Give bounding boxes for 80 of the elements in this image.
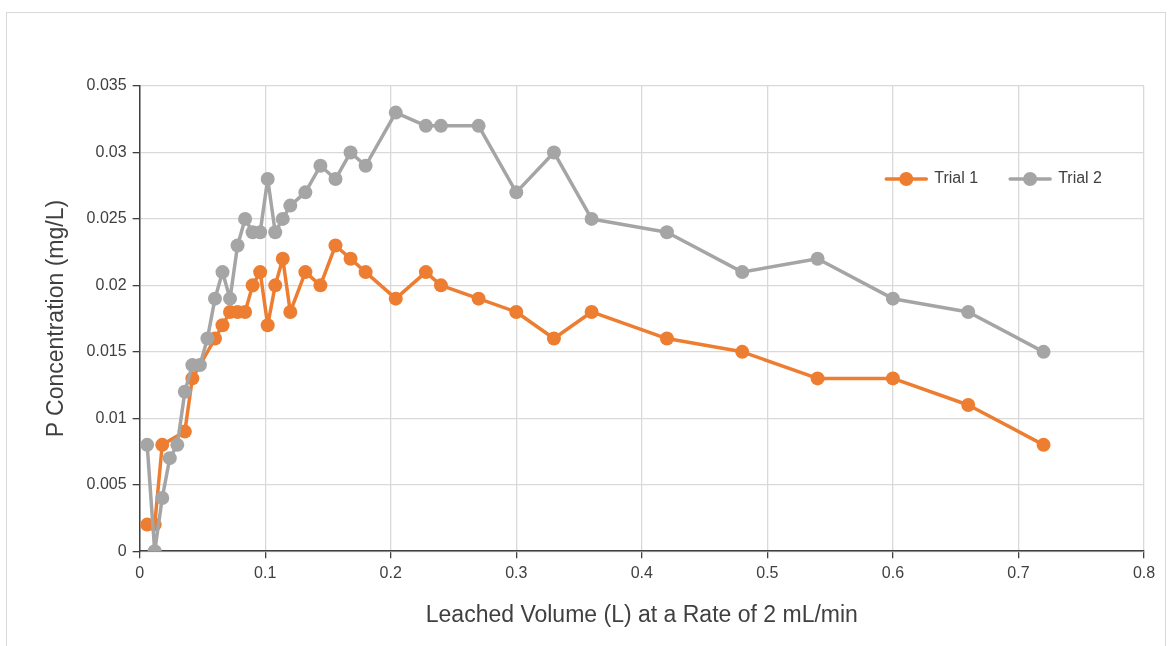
point xyxy=(388,291,403,306)
point xyxy=(659,331,674,346)
x-tick-label: 0.3 xyxy=(505,564,528,582)
x-tick-label: 0.1 xyxy=(254,564,277,582)
point xyxy=(223,291,238,306)
legend-label: Trial 1 xyxy=(934,169,979,187)
y-axis-title: P Concentration (mg/L) xyxy=(42,199,69,438)
x-tick-label: 0.6 xyxy=(881,564,905,582)
point xyxy=(358,158,373,173)
point xyxy=(659,225,674,240)
y-tick-label: 0.035 xyxy=(86,76,127,94)
point xyxy=(177,384,192,399)
point xyxy=(810,251,825,266)
y-tick-label: 0.015 xyxy=(86,342,127,360)
point xyxy=(885,291,900,306)
point xyxy=(215,265,230,280)
point xyxy=(245,278,260,293)
point xyxy=(260,172,275,187)
x-axis-title: Leached Volume (L) at a Rate of 2 mL/min xyxy=(425,600,858,627)
y-tick-label: 0.02 xyxy=(95,275,127,293)
point xyxy=(433,278,448,293)
point xyxy=(584,304,599,319)
point xyxy=(433,118,448,133)
point xyxy=(283,304,298,319)
y-tick-label: 0 xyxy=(117,541,127,559)
point xyxy=(162,451,177,466)
point xyxy=(207,291,222,306)
legend-label: Trial 2 xyxy=(1058,169,1103,187)
point xyxy=(170,437,185,452)
point xyxy=(268,225,283,240)
point xyxy=(735,265,750,280)
point xyxy=(343,251,358,266)
point xyxy=(283,198,298,213)
point xyxy=(418,118,433,133)
y-tick-label: 0.025 xyxy=(86,209,127,227)
point xyxy=(140,437,155,452)
point xyxy=(298,265,313,280)
point xyxy=(546,145,561,160)
point xyxy=(471,291,486,306)
point xyxy=(313,158,328,173)
point xyxy=(238,211,253,226)
point xyxy=(471,118,486,133)
y-tick-label: 0.01 xyxy=(95,408,127,426)
point xyxy=(155,437,170,452)
point xyxy=(328,238,343,253)
point xyxy=(155,491,170,506)
point xyxy=(215,318,230,333)
point xyxy=(584,211,599,226)
point xyxy=(328,172,343,187)
x-tick-label: 0.5 xyxy=(756,564,779,582)
x-tick-label: 0.7 xyxy=(1007,564,1030,582)
y-tick-label: 0.005 xyxy=(86,475,127,493)
x-tick-label: 0.8 xyxy=(1132,564,1156,582)
point xyxy=(810,371,825,386)
point xyxy=(275,251,290,266)
point xyxy=(260,318,275,333)
point xyxy=(885,371,900,386)
point xyxy=(1036,344,1051,359)
point xyxy=(961,304,976,319)
point xyxy=(343,145,358,160)
x-tick-label: 0 xyxy=(135,564,145,582)
point xyxy=(509,304,524,319)
point xyxy=(200,331,215,346)
point xyxy=(961,397,976,412)
point xyxy=(268,278,283,293)
y-tick-label: 0.03 xyxy=(95,142,127,160)
point xyxy=(1036,437,1051,452)
x-tick-label: 0.4 xyxy=(630,564,654,582)
point xyxy=(358,265,373,280)
point xyxy=(253,265,268,280)
point xyxy=(546,331,561,346)
point xyxy=(418,265,433,280)
point xyxy=(298,185,313,200)
point xyxy=(388,105,403,120)
point xyxy=(313,278,328,293)
point xyxy=(509,185,524,200)
point xyxy=(735,344,750,359)
point xyxy=(230,238,245,253)
x-tick-label: 0.2 xyxy=(379,564,402,582)
point xyxy=(275,211,290,226)
